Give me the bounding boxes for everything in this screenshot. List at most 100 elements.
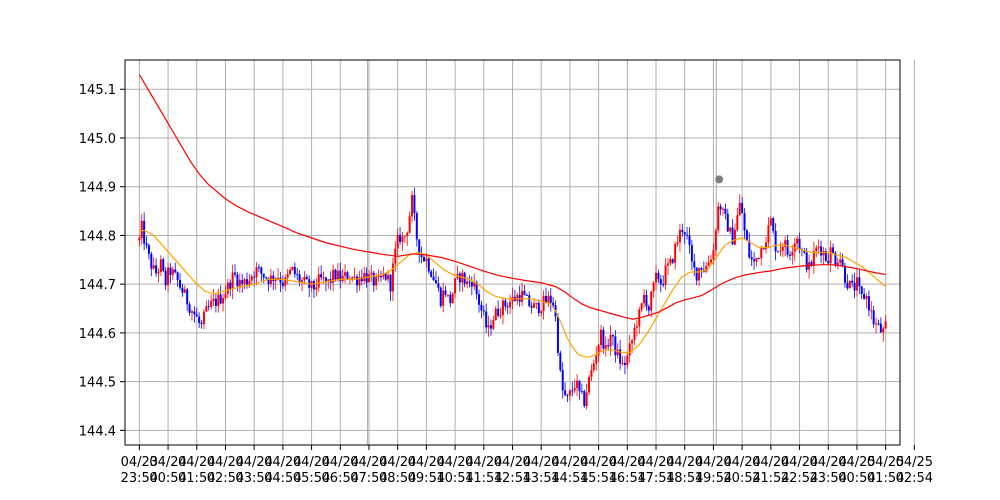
candle-body-up — [243, 279, 246, 284]
candle-body-up — [231, 272, 234, 290]
candle-body-down — [480, 304, 483, 311]
candle-body-down — [432, 276, 435, 281]
candle-body-up — [650, 291, 653, 311]
x-tick-label-date: 04/24 — [609, 455, 646, 470]
y-tick-label: 145.1 — [79, 83, 116, 98]
candle-body-down — [743, 213, 746, 231]
candle-body-down — [788, 254, 791, 256]
candle-body-up — [796, 238, 799, 244]
candle-body-up — [855, 277, 858, 291]
candle-body-down — [552, 302, 555, 306]
candle-body-down — [145, 243, 148, 246]
x-tick-label-date: 04/24 — [666, 455, 703, 470]
candle-body-down — [415, 213, 418, 240]
candle-body-up — [714, 230, 717, 251]
candle-body-down — [389, 274, 392, 292]
candle-body-up — [829, 247, 832, 264]
candle-body-down — [877, 323, 880, 325]
candle-body-down — [559, 352, 562, 371]
candle-body-up — [729, 227, 732, 232]
candle-body-up — [446, 294, 449, 296]
candle-body-down — [324, 277, 327, 283]
candle-body-up — [159, 259, 162, 272]
x-tick-label-time: 04:54 — [264, 471, 301, 486]
moving-average-line — [139, 229, 887, 358]
candle-body-up — [542, 296, 545, 311]
x-tick-label-time: 08:54 — [379, 471, 416, 486]
candle-body-down — [430, 271, 433, 277]
candle-body-up — [509, 301, 512, 308]
candle-body-down — [805, 252, 808, 270]
x-tick-label-time: 14:54 — [551, 471, 588, 486]
candle-body-up — [224, 293, 227, 299]
candle-body-up — [332, 269, 335, 283]
candle-body-up — [494, 308, 497, 321]
candle-body-down — [245, 279, 248, 285]
x-tick-label-date: 04/24 — [436, 455, 473, 470]
candle-body-up — [442, 290, 445, 306]
x-tick-label-date: 04/24 — [350, 455, 387, 470]
candle-body-up — [666, 263, 669, 266]
candle-body-down — [537, 302, 540, 314]
candle-body-down — [683, 232, 686, 235]
candle-body-up — [351, 276, 354, 279]
candle-body-down — [607, 345, 610, 347]
x-tick-label-date: 04/24 — [637, 455, 674, 470]
candle-body-up — [303, 276, 306, 281]
candle-body-down — [195, 314, 198, 317]
candle-body-down — [176, 272, 179, 280]
x-tick-label-date: 04/24 — [264, 455, 301, 470]
candle-body-down — [772, 218, 775, 231]
candle-body-down — [200, 322, 203, 325]
x-tick-label-date: 04/24 — [494, 455, 531, 470]
candle-body-down — [686, 234, 689, 236]
x-tick-label-date: 04/23 — [121, 455, 158, 470]
candle-body-down — [561, 370, 564, 391]
candle-body-up — [533, 303, 536, 308]
candle-body-up — [547, 295, 550, 303]
candle-body-up — [767, 225, 770, 243]
candle-body-down — [468, 281, 471, 283]
candle-body-down — [260, 267, 263, 274]
candle-body-down — [162, 259, 165, 271]
x-tick-label-date: 04/24 — [522, 455, 559, 470]
candle-body-down — [234, 272, 237, 275]
candle-body-up — [140, 220, 143, 239]
candle-body-down — [690, 245, 693, 262]
candle-body-up — [865, 296, 868, 299]
x-tick-label-date: 04/24 — [752, 455, 789, 470]
candle-body-up — [628, 343, 631, 356]
candle-body-down — [647, 306, 650, 311]
candle-body-up — [676, 242, 679, 245]
candle-body-down — [693, 261, 696, 268]
candle-body-up — [521, 290, 524, 302]
x-tick-label-date: 04/25 — [838, 455, 875, 470]
candle-body-up — [710, 259, 713, 263]
candle-body-up — [210, 301, 213, 307]
x-tick-label-time: 01:54 — [867, 471, 904, 486]
y-tick-label: 144.5 — [79, 376, 116, 391]
marker-points — [715, 175, 724, 184]
candle-body-up — [183, 289, 186, 293]
candle-body-down — [482, 310, 485, 312]
candle-body-down — [147, 245, 150, 254]
x-tick-label-time: 13:54 — [522, 471, 559, 486]
candle-body-down — [748, 240, 751, 258]
candle-body-down — [745, 230, 748, 241]
candle-body-up — [631, 340, 634, 344]
candle-body-down — [418, 239, 421, 255]
x-tick-label-date: 04/24 — [810, 455, 847, 470]
candle-body-down — [444, 290, 447, 295]
candle-body-up — [822, 251, 825, 256]
candle-body-down — [281, 282, 284, 286]
candle-body-up — [590, 370, 593, 377]
candle-body-up — [640, 303, 643, 310]
x-tick-label-time: 23:54 — [121, 471, 158, 486]
candle-body-up — [600, 329, 603, 346]
candle-body-up — [315, 287, 318, 290]
moving-average-line — [138, 74, 886, 320]
candle-body-down — [334, 269, 337, 280]
candle-body-up — [812, 250, 815, 266]
candle-body-down — [506, 306, 509, 308]
x-tick-label-time: 21:54 — [752, 471, 789, 486]
